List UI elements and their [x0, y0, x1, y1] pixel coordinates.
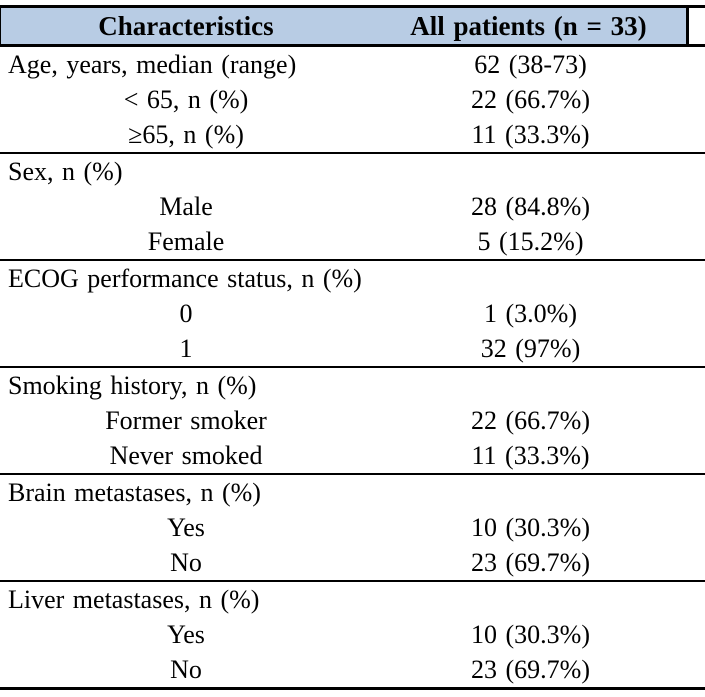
- table-bottom-rule: [0, 687, 705, 690]
- table-body: Age, years, median (range) 62 (38-73) < 65…: [0, 47, 705, 687]
- table-row: Never smoked 11 (33.3%): [0, 438, 689, 473]
- section-header-row: Liver metastases, n (%): [0, 582, 689, 617]
- characteristic-group-label: Age, years, median (range): [8, 49, 297, 79]
- value-cell: 23 (69.7%): [471, 547, 590, 577]
- characteristic-label: ≥65, n (%): [128, 119, 244, 149]
- table-section: Brain metastases, n (%) Yes 10 (30.3%) No 23…: [0, 473, 705, 580]
- table-row: Male 28 (84.8%): [0, 189, 689, 224]
- table-row: No 23 (69.7%): [0, 652, 689, 687]
- characteristic-label: Never smoked: [109, 440, 263, 470]
- value-cell: 23 (69.7%): [471, 654, 590, 684]
- value-cell: 1 (3.0%): [484, 298, 577, 328]
- section-header-row: ECOG performance status, n (%): [0, 261, 689, 296]
- table-row: Yes 10 (30.3%): [0, 617, 689, 652]
- table-row: 0 1 (3.0%): [0, 296, 689, 331]
- characteristic-label: < 65, n (%): [123, 84, 249, 114]
- table-section: Age, years, median (range) 62 (38-73) < 65…: [0, 47, 705, 152]
- section-rows: Liver metastases, n (%) Yes 10 (30.3%) No 23…: [0, 582, 689, 687]
- characteristic-label: Yes: [167, 619, 205, 649]
- characteristic-label: Male: [159, 191, 213, 221]
- characteristic-group-label: Sex, n (%): [8, 156, 123, 186]
- section-rows: Age, years, median (range) 62 (38-73) < 65…: [0, 47, 689, 152]
- section-header-row: Sex, n (%): [0, 154, 689, 189]
- table-section: Liver metastases, n (%) Yes 10 (30.3%) No 23…: [0, 580, 705, 687]
- table-row: Female 5 (15.2%): [0, 224, 689, 259]
- column-header-characteristics: Characteristics: [98, 10, 274, 41]
- table-header-row: Characteristics All patients (n = 33): [0, 8, 689, 44]
- table-row: ≥65, n (%) 11 (33.3%): [0, 117, 689, 152]
- value-cell: 5 (15.2%): [477, 226, 584, 256]
- characteristic-label: 1: [179, 333, 193, 363]
- section-rows: Sex, n (%) Male 28 (84.8%) Female 5 (15.2%): [0, 154, 689, 259]
- characteristic-group-label: Brain metastases, n (%): [8, 477, 261, 507]
- value-cell: 11 (33.3%): [471, 119, 590, 149]
- value-cell: 62 (38-73): [474, 49, 587, 79]
- table-row: 1 32 (97%): [0, 331, 689, 366]
- column-header-all-patients: All patients (n = 33): [410, 10, 647, 41]
- section-header-row: Age, years, median (range) 62 (38-73): [0, 47, 689, 82]
- table-row: Yes 10 (30.3%): [0, 510, 689, 545]
- characteristic-label: Female: [147, 226, 225, 256]
- characteristic-label: Yes: [167, 512, 205, 542]
- table-row: Former smoker 22 (66.7%): [0, 403, 689, 438]
- value-cell: 32 (97%): [480, 333, 581, 363]
- section-rows: ECOG performance status, n (%) 0 1 (3.0%) 1…: [0, 261, 689, 366]
- characteristic-group-label: Liver metastases, n (%): [8, 584, 260, 614]
- value-cell: 28 (84.8%): [471, 191, 590, 221]
- table-section: Sex, n (%) Male 28 (84.8%) Female 5 (15.2%): [0, 152, 705, 259]
- characteristic-label: Former smoker: [105, 405, 267, 435]
- table-top-rule: [0, 5, 705, 8]
- table-section: Smoking history, n (%) Former smoker 22 (6…: [0, 366, 705, 473]
- table-section: ECOG performance status, n (%) 0 1 (3.0%) 1…: [0, 259, 705, 366]
- table-row: No 23 (69.7%): [0, 545, 689, 580]
- value-cell: 22 (66.7%): [471, 84, 590, 114]
- characteristic-label: No: [170, 654, 202, 684]
- characteristic-label: No: [170, 547, 202, 577]
- value-cell: 10 (30.3%): [471, 512, 590, 542]
- characteristic-group-label: Smoking history, n (%): [8, 370, 257, 400]
- value-cell: 10 (30.3%): [471, 619, 590, 649]
- characteristic-label: 0: [179, 298, 193, 328]
- characteristic-group-label: ECOG performance status, n (%): [8, 263, 362, 293]
- section-rows: Brain metastases, n (%) Yes 10 (30.3%) No 23…: [0, 475, 689, 580]
- section-rows: Smoking history, n (%) Former smoker 22 (6…: [0, 368, 689, 473]
- table-row: < 65, n (%) 22 (66.7%): [0, 82, 689, 117]
- section-header-row: Brain metastases, n (%): [0, 475, 689, 510]
- value-cell: 22 (66.7%): [471, 405, 590, 435]
- value-cell: 11 (33.3%): [471, 440, 590, 470]
- section-header-row: Smoking history, n (%): [0, 368, 689, 403]
- header-bottom-rule: [0, 44, 705, 47]
